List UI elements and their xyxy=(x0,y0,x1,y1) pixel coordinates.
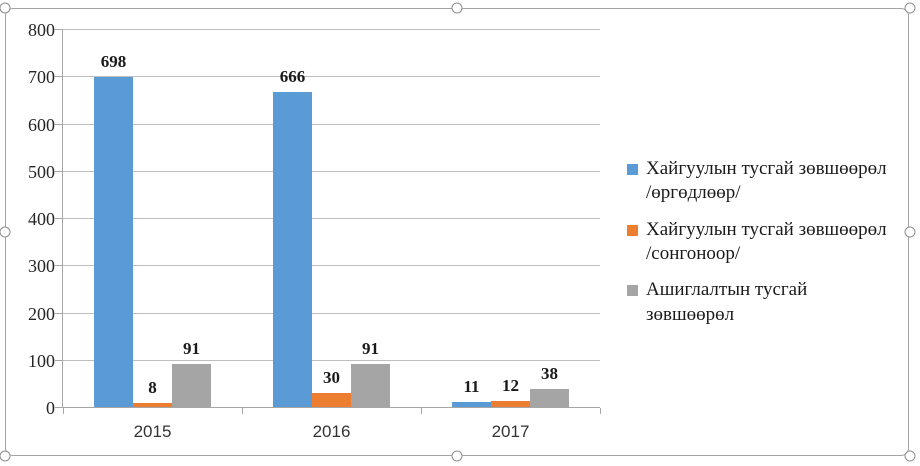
selection-handle-middle-left[interactable] xyxy=(0,226,11,238)
gridline-400 xyxy=(63,218,600,219)
legend-item-3[interactable]: Ашиглалтын тусгай зөвшөөрөл xyxy=(627,278,895,327)
y-axis-label-400: 400 xyxy=(28,209,55,229)
data-label-series2-2017: 12 xyxy=(502,376,519,396)
data-label-series3-2017: 38 xyxy=(541,364,558,384)
y-axis-tick-500 xyxy=(55,170,63,172)
bar-series2-2017[interactable] xyxy=(491,401,530,407)
x-axis-label-2015: 2015 xyxy=(133,422,172,441)
data-label-series1-2017: 11 xyxy=(463,376,480,396)
data-label-series1-2016: 666 xyxy=(279,67,306,87)
y-axis-label-800: 800 xyxy=(28,20,55,40)
y-axis-line xyxy=(62,30,63,408)
gridline-700 xyxy=(63,76,600,78)
y-axis-label-100: 100 xyxy=(28,350,55,371)
bar-series3-2016[interactable] xyxy=(351,364,390,407)
selection-handle-bottom-middle[interactable] xyxy=(451,450,463,462)
bar-series3-2015[interactable] xyxy=(172,364,211,407)
chart-legend: Хайгуулын тусгай зөвшөөрөл/өргөдлөөр/Хай… xyxy=(627,157,895,327)
x-axis-tick-0 xyxy=(63,408,64,414)
y-axis-tick-200 xyxy=(55,312,63,314)
y-axis-tick-300 xyxy=(55,265,63,267)
y-axis-label-500: 500 xyxy=(28,161,55,182)
data-label-series1-2015: 698 xyxy=(100,52,127,72)
y-axis-label-0: 0 xyxy=(46,398,55,418)
y-axis-tick-700 xyxy=(55,76,63,78)
gridline-800 xyxy=(63,29,600,30)
legend-item-label: Ашиглалтын тусгай зөвшөөрөл xyxy=(646,279,808,325)
gridline-200 xyxy=(63,312,600,314)
gridline-600 xyxy=(63,123,600,125)
plot-area: 698 8 91 2015 666 30 91 2016 11 12 38 2017 xyxy=(55,29,601,441)
y-axis-tick-800 xyxy=(55,29,63,30)
y-axis-tick-600 xyxy=(55,123,63,125)
data-label-series3-2015: 91 xyxy=(183,339,200,358)
selection-handle-top-right[interactable] xyxy=(904,2,916,14)
bar-series1-2017[interactable] xyxy=(452,401,491,407)
gridline-500 xyxy=(63,170,600,172)
legend-item-label: Хайгуулын тусгай зөвшөөрөл/сонгоноор/ xyxy=(646,218,887,264)
y-axis-tick-400 xyxy=(55,218,63,219)
legend-marker-square-icon xyxy=(627,224,638,236)
bar-series2-2016[interactable] xyxy=(312,392,351,407)
x-axis-label-2016: 2016 xyxy=(312,422,351,441)
x-axis-label-2017: 2017 xyxy=(491,422,530,441)
legend-marker-square-icon xyxy=(627,164,638,175)
gridline-100 xyxy=(63,359,600,361)
bar-series1-2015[interactable] xyxy=(94,77,133,407)
bar-series1-2016[interactable] xyxy=(273,92,312,407)
bar-series2-2015[interactable] xyxy=(133,403,172,407)
y-axis-tick-0 xyxy=(55,407,63,408)
y-axis-tick-100 xyxy=(55,359,63,361)
data-label-series2-2015: 8 xyxy=(148,378,157,398)
selection-handle-top-left[interactable] xyxy=(0,2,11,14)
y-axis-label-300: 300 xyxy=(28,256,55,277)
x-axis-line xyxy=(62,407,600,408)
x-axis-tick-3 xyxy=(600,408,601,414)
selection-handle-bottom-right[interactable] xyxy=(904,450,916,462)
legend-item-label: Хайгуулын тусгай зөвшөөрөл/өргөдлөөр/ xyxy=(646,158,887,204)
selection-handle-bottom-left[interactable] xyxy=(0,450,11,462)
legend-item-2[interactable]: Хайгуулын тусгай зөвшөөрөл/сонгоноор/ xyxy=(627,218,895,267)
y-axis-label-600: 600 xyxy=(28,114,55,135)
selection-handle-top-middle[interactable] xyxy=(451,2,463,14)
y-axis-label-200: 200 xyxy=(28,303,55,324)
x-axis-tick-1 xyxy=(242,408,243,414)
chart-frame[interactable] xyxy=(5,8,909,456)
selection-handle-middle-right[interactable] xyxy=(904,226,916,238)
legend-item-1[interactable]: Хайгуулын тусгай зөвшөөрөл/өргөдлөөр/ xyxy=(627,157,895,206)
legend-marker-square-icon xyxy=(627,285,638,297)
x-axis-tick-2 xyxy=(421,408,422,414)
bar-series3-2017[interactable] xyxy=(530,389,569,407)
gridline-300 xyxy=(63,265,600,267)
data-label-series3-2016: 91 xyxy=(362,339,379,358)
data-label-series2-2016: 30 xyxy=(323,367,340,387)
y-axis-label-700: 700 xyxy=(28,67,55,88)
